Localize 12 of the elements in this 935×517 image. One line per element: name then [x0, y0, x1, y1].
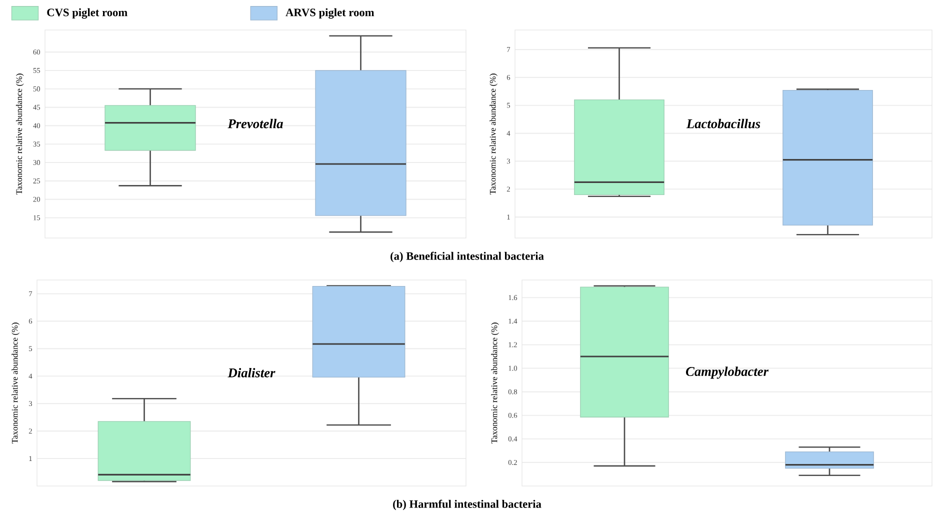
y-axis-title: Taxonomic relative abundance (%) — [12, 322, 20, 444]
annotation: Dialister — [228, 368, 276, 378]
y-axis-title: Taxonomic relative abundance (%) — [490, 74, 498, 195]
text: (a) Beneficial intestinal bacteria — [390, 252, 544, 262]
annotation: Lactobacillus — [686, 118, 760, 128]
y-axis-title: Taxonomic relative abundance (%) — [16, 74, 24, 195]
legend-label: ARVS piglet room — [286, 8, 374, 19]
annotation: Campylobacter — [686, 366, 769, 379]
text: (b) Harmful intestinal bacteria — [393, 500, 542, 510]
y-axis-title: Taxonomic relative abundance (%) — [491, 322, 499, 444]
legend-label: CVS piglet room — [47, 8, 128, 19]
annotation: Prevotella — [228, 118, 283, 128]
